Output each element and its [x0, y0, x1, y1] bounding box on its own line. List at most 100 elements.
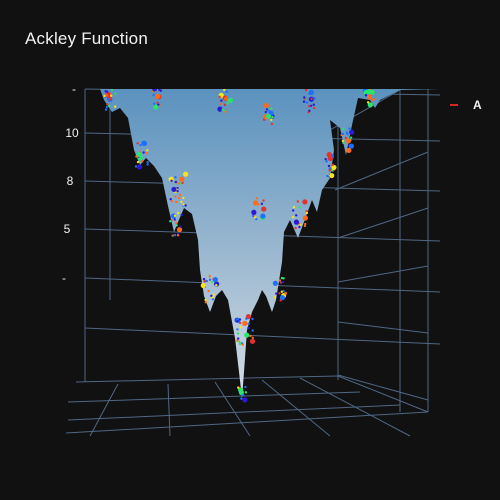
scatter-point — [179, 225, 182, 228]
scatter-point — [281, 280, 285, 284]
scatter-point — [271, 115, 274, 119]
scatter-point — [223, 97, 227, 100]
scatter-markers — [103, 85, 376, 403]
scatter-point — [210, 281, 214, 284]
scatter-point — [153, 102, 156, 106]
scatter-point — [245, 317, 248, 320]
scatter-point — [260, 202, 264, 206]
legend[interactable]: A — [450, 98, 482, 112]
scatter-point — [174, 180, 177, 184]
scatter-point — [369, 89, 375, 95]
gridline — [67, 404, 401, 421]
scatter-point — [236, 337, 240, 340]
scatter-point — [342, 127, 345, 131]
scatter-point — [217, 106, 223, 112]
scatter-point — [221, 108, 224, 111]
scatter-point — [342, 141, 345, 145]
scatter-point — [331, 164, 337, 171]
scatter-point — [204, 298, 207, 302]
scatter-point — [244, 385, 247, 389]
gridline — [89, 383, 119, 437]
scatter-point — [312, 106, 316, 110]
scatter-point — [205, 279, 209, 283]
scatter-point — [152, 89, 158, 92]
scatter-point — [261, 206, 267, 212]
scatter-point — [303, 224, 307, 228]
scatter-point — [110, 89, 114, 91]
scatter-point — [296, 200, 300, 203]
scatter-point — [239, 326, 243, 329]
scatter-point — [146, 163, 149, 166]
scatter-point — [182, 196, 185, 200]
scatter-point — [182, 203, 185, 206]
scatter-point — [180, 200, 183, 204]
scatter-point — [278, 292, 281, 295]
ackley-surface — [60, 89, 440, 398]
scatter-point — [328, 167, 331, 170]
scatter-point — [172, 234, 175, 237]
scatter-point — [211, 298, 215, 301]
scatter-point — [142, 151, 145, 154]
scatter-point — [227, 97, 234, 103]
scatter-point — [105, 90, 109, 93]
scatter-point — [244, 391, 248, 394]
scatter-point — [270, 118, 273, 122]
scatter-point — [176, 234, 180, 237]
scatter-point — [202, 277, 206, 281]
scatter-point — [145, 151, 148, 155]
scatter-point — [329, 172, 335, 179]
scatter-point — [207, 289, 210, 293]
scatter-point — [225, 96, 229, 99]
scatter-point — [174, 221, 178, 225]
scatter-point — [344, 136, 348, 140]
z-tick-label: - — [62, 271, 66, 285]
scatter-point — [251, 214, 255, 218]
scatter-point — [256, 203, 260, 206]
scatter-point — [136, 151, 142, 157]
scatter-point — [178, 193, 182, 197]
scatter-point — [176, 227, 183, 233]
scatter-point — [200, 282, 206, 289]
gridline — [261, 379, 331, 437]
scatter-point — [260, 213, 266, 219]
scatter-point — [308, 89, 315, 95]
scatter-point — [305, 101, 309, 104]
scatter-point — [109, 85, 111, 87]
scatter-point — [279, 294, 285, 301]
scatter-point — [326, 174, 329, 178]
legend-label: A — [473, 98, 482, 112]
scatter-point — [108, 104, 111, 108]
gridline — [337, 374, 429, 401]
scatter-point — [178, 196, 181, 200]
scatter-point — [226, 102, 229, 105]
scatter-point — [346, 132, 349, 136]
scatter-point — [238, 387, 244, 393]
scatter-point — [313, 97, 316, 100]
scatter-point — [141, 140, 148, 146]
scatter-point — [111, 89, 113, 90]
scatter-point — [223, 89, 226, 92]
scatter-point — [249, 338, 256, 344]
scatter-point — [176, 211, 180, 215]
scatter-point — [175, 200, 178, 204]
scatter-point — [251, 209, 257, 215]
scatter-point — [252, 200, 259, 206]
scatter-point — [135, 155, 138, 158]
scatter-point — [110, 94, 113, 97]
z-tick-label: 10 — [65, 126, 79, 140]
gridline — [337, 321, 429, 334]
scatter-point — [211, 296, 214, 299]
scatter-point — [173, 233, 177, 237]
scatter-point — [326, 152, 332, 158]
scatter-point — [181, 181, 184, 185]
scatter-point — [171, 186, 177, 193]
scatter-point — [324, 157, 327, 161]
scatter-point — [304, 89, 308, 92]
scatter-point — [184, 204, 187, 207]
scatter-point — [307, 104, 311, 108]
scatter-point — [212, 293, 215, 296]
scatter-point — [174, 176, 177, 179]
scatter-point — [310, 97, 313, 101]
scatter-point — [349, 136, 353, 139]
